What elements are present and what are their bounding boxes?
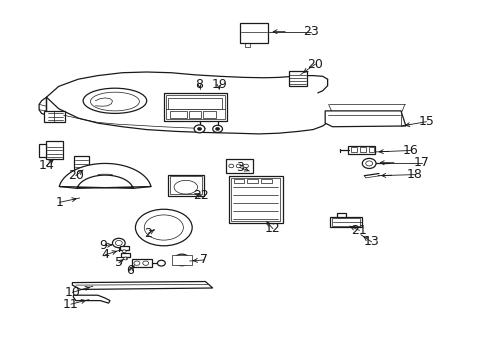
- Bar: [231, 178, 280, 221]
- Text: 2: 2: [144, 227, 152, 240]
- Bar: [121, 253, 130, 257]
- Bar: [239, 23, 267, 43]
- Circle shape: [228, 164, 233, 168]
- Circle shape: [112, 238, 125, 248]
- Circle shape: [174, 254, 189, 266]
- Polygon shape: [72, 282, 212, 289]
- Text: 17: 17: [413, 156, 428, 169]
- Bar: [359, 147, 365, 152]
- Text: 21: 21: [351, 224, 366, 237]
- Circle shape: [142, 261, 148, 265]
- Bar: [368, 147, 373, 152]
- Bar: [169, 111, 186, 118]
- Bar: [167, 175, 204, 196]
- Text: 15: 15: [418, 115, 433, 128]
- Circle shape: [115, 240, 122, 246]
- Circle shape: [157, 260, 165, 266]
- Text: 11: 11: [63, 298, 79, 311]
- Text: 16: 16: [402, 144, 418, 157]
- Bar: [166, 95, 224, 119]
- Bar: [46, 141, 63, 159]
- Polygon shape: [44, 111, 65, 122]
- Circle shape: [122, 250, 126, 253]
- Ellipse shape: [135, 209, 192, 246]
- Text: 22: 22: [193, 189, 209, 202]
- Bar: [228, 176, 282, 223]
- Bar: [163, 93, 227, 121]
- Text: 1: 1: [56, 196, 63, 209]
- Text: 5: 5: [115, 256, 122, 269]
- Circle shape: [178, 257, 185, 263]
- Circle shape: [362, 158, 375, 168]
- Bar: [132, 259, 151, 267]
- Text: 20: 20: [307, 58, 323, 71]
- Text: 20: 20: [68, 169, 83, 182]
- Text: 9: 9: [100, 239, 107, 252]
- Bar: [226, 159, 253, 173]
- Polygon shape: [73, 295, 110, 303]
- Polygon shape: [59, 163, 151, 188]
- Circle shape: [134, 261, 140, 265]
- Bar: [331, 218, 359, 226]
- Bar: [170, 176, 202, 194]
- Text: 14: 14: [39, 159, 54, 172]
- Bar: [172, 255, 191, 265]
- Bar: [203, 111, 215, 118]
- Bar: [288, 71, 306, 86]
- Text: 3: 3: [235, 161, 243, 174]
- Circle shape: [197, 127, 201, 130]
- Circle shape: [194, 125, 204, 133]
- Circle shape: [243, 164, 248, 168]
- Bar: [337, 213, 346, 217]
- Polygon shape: [325, 111, 405, 127]
- Bar: [233, 179, 244, 183]
- Text: 6: 6: [125, 264, 133, 277]
- Bar: [189, 111, 201, 118]
- Bar: [350, 147, 356, 152]
- Text: 19: 19: [211, 78, 226, 91]
- Bar: [329, 217, 361, 227]
- Bar: [247, 179, 258, 183]
- Circle shape: [365, 161, 372, 166]
- Bar: [39, 144, 46, 157]
- Text: 8: 8: [195, 78, 203, 91]
- Bar: [168, 98, 222, 109]
- Text: 18: 18: [406, 168, 422, 181]
- Text: 13: 13: [363, 235, 379, 248]
- Bar: [261, 179, 271, 183]
- Text: 4: 4: [101, 248, 109, 261]
- Text: 10: 10: [64, 286, 80, 299]
- Circle shape: [215, 127, 219, 130]
- Text: 7: 7: [200, 253, 208, 266]
- Text: 12: 12: [264, 222, 280, 235]
- Bar: [120, 246, 128, 250]
- Text: 23: 23: [302, 25, 318, 38]
- Circle shape: [236, 164, 241, 168]
- Circle shape: [212, 125, 222, 132]
- Bar: [347, 146, 374, 154]
- Circle shape: [123, 257, 127, 260]
- Bar: [74, 156, 89, 169]
